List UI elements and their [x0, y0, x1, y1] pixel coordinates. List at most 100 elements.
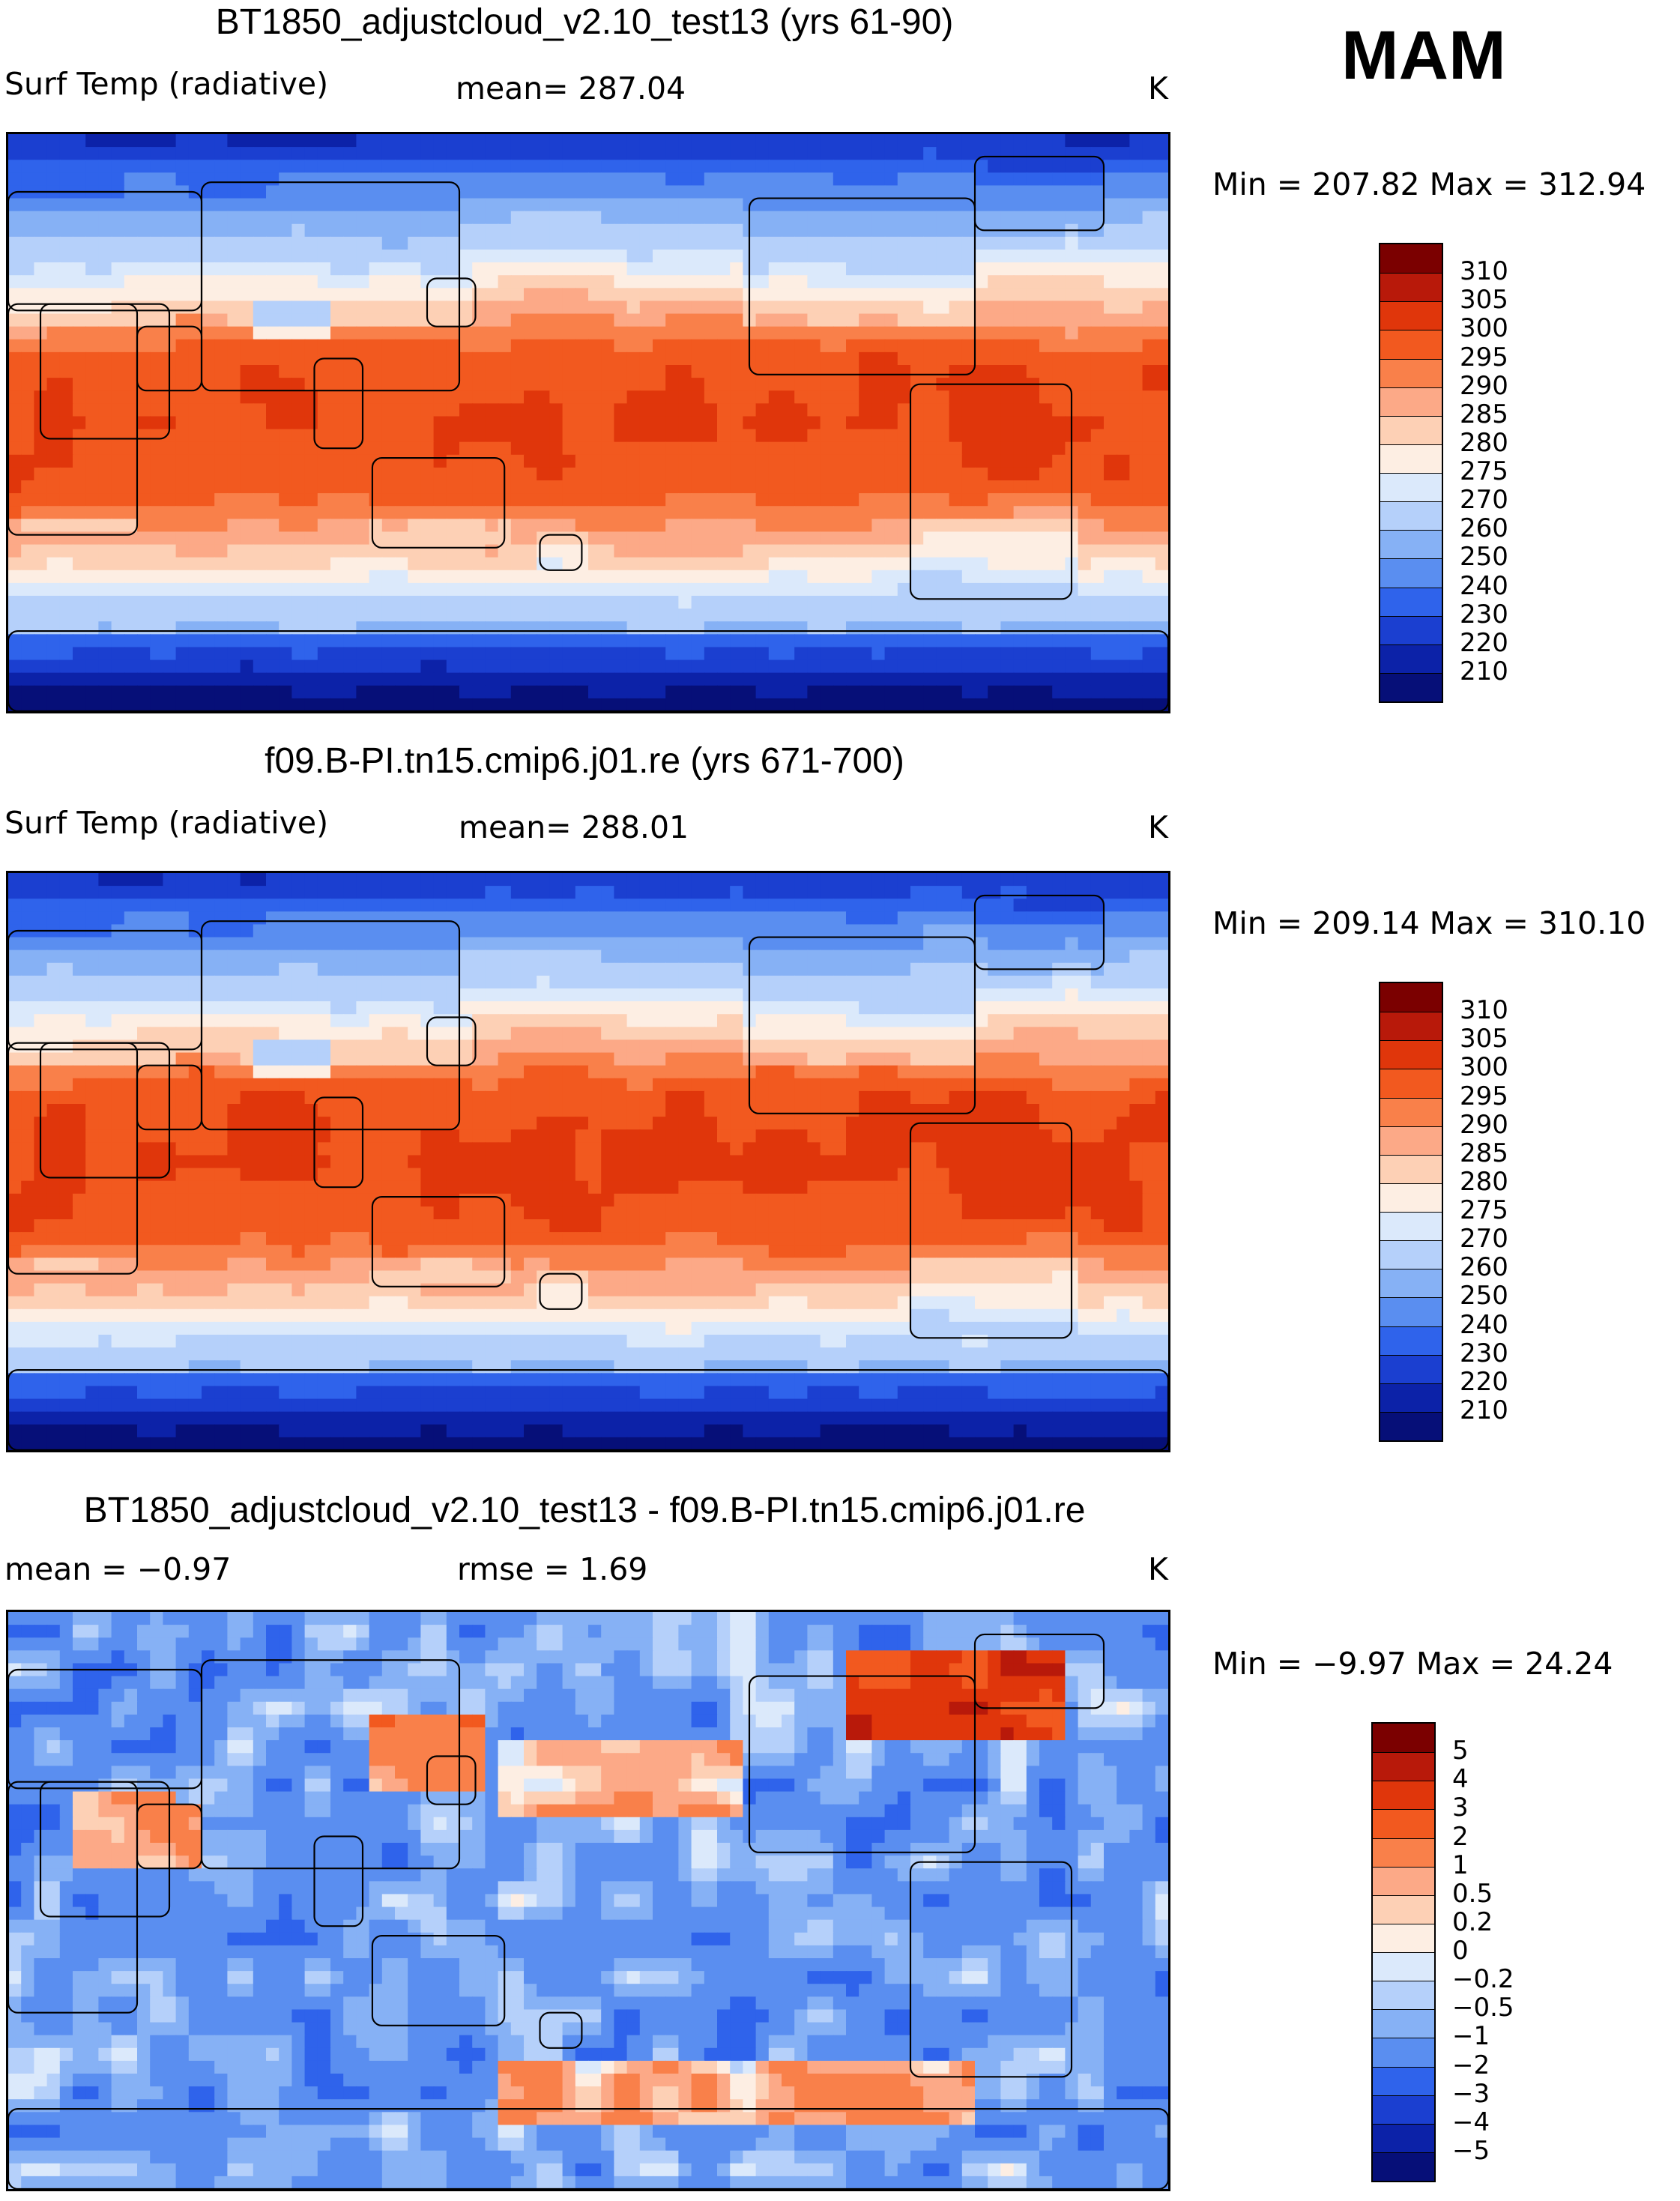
map-cell	[910, 134, 925, 148]
map-cell	[537, 454, 551, 468]
map-cell	[175, 949, 190, 964]
map-cell	[446, 250, 460, 263]
map-cell	[202, 351, 216, 366]
map-cell	[343, 429, 357, 443]
map-cell	[291, 339, 306, 353]
map-cell	[949, 609, 963, 623]
map-cell	[59, 390, 73, 405]
map-cell	[8, 339, 22, 353]
map-cell	[175, 672, 190, 686]
map-cell	[743, 185, 757, 199]
map-cell	[562, 147, 576, 161]
map-cell	[1039, 621, 1054, 635]
map-cell	[98, 288, 112, 302]
map-cell	[601, 582, 615, 597]
map-cell	[961, 975, 976, 989]
map-cell	[240, 467, 254, 481]
map-cell	[59, 211, 73, 225]
map-cell	[1026, 506, 1040, 520]
map-cell	[910, 582, 925, 597]
map-cell	[433, 326, 447, 340]
map-cell	[85, 647, 100, 661]
map-cell	[730, 975, 744, 989]
map-cell	[846, 480, 860, 494]
map-cell	[8, 949, 22, 964]
map-cell	[1013, 198, 1027, 212]
map-cell	[111, 403, 125, 417]
map-cell	[1026, 685, 1040, 699]
map-cell	[923, 480, 937, 494]
map-cell	[1039, 172, 1054, 187]
map-cell	[111, 596, 125, 609]
map-cell	[395, 160, 409, 174]
map-cell	[8, 570, 22, 584]
map-cell	[472, 467, 486, 481]
map-cell	[846, 570, 860, 584]
map-cell	[704, 454, 718, 468]
map-cell	[1129, 685, 1143, 699]
map-cell	[227, 275, 241, 289]
map-cell	[214, 621, 229, 635]
map-cell	[537, 134, 551, 148]
map-cell	[884, 301, 898, 315]
coastline	[8, 190, 203, 312]
map-cell	[871, 403, 886, 417]
map-cell	[485, 519, 499, 533]
map-cell	[214, 211, 229, 225]
map-cell	[317, 134, 331, 148]
map-cell	[871, 236, 886, 250]
map-cell	[433, 480, 447, 494]
map-cell	[549, 378, 563, 392]
map-cell	[1039, 531, 1054, 546]
map-cell	[923, 160, 937, 174]
map-cell	[614, 454, 628, 468]
map-cell	[111, 480, 125, 494]
map-cell	[472, 975, 486, 989]
map-cell	[510, 557, 525, 571]
map-cell	[910, 147, 925, 161]
map-cell	[420, 160, 435, 174]
map-cell	[369, 351, 383, 366]
map-cell	[98, 198, 112, 212]
map-cell	[794, 634, 809, 648]
map-cell	[846, 596, 860, 609]
map-cell	[85, 609, 100, 623]
map-cell	[472, 326, 486, 340]
map-cell	[833, 962, 847, 976]
map-cell	[46, 634, 61, 648]
map-cell	[433, 301, 447, 315]
map-cell	[1117, 262, 1131, 277]
map-cell	[214, 962, 229, 976]
map-cell	[910, 441, 925, 456]
map-cell	[59, 685, 73, 699]
map-cell	[910, 467, 925, 481]
map-cell	[614, 886, 628, 900]
map-cell	[626, 899, 641, 913]
map-cell	[433, 198, 447, 212]
map-cell	[691, 339, 705, 353]
map-cell	[420, 454, 435, 468]
map-cell	[1052, 198, 1066, 212]
map-cell	[188, 467, 202, 481]
map-cell	[472, 198, 486, 212]
map-cell	[188, 313, 202, 327]
map-cell	[124, 685, 138, 699]
map-cell	[1117, 557, 1131, 571]
map-cell	[975, 531, 989, 546]
map-cell	[202, 911, 216, 926]
map-cell	[1117, 211, 1131, 225]
map-cell	[897, 873, 911, 887]
map-cell	[1117, 454, 1131, 468]
map-cell	[846, 454, 860, 468]
map-cell	[1039, 365, 1054, 378]
map-cell	[936, 647, 950, 661]
map-cell	[549, 365, 563, 378]
map-cell	[1039, 582, 1054, 597]
map-cell	[498, 378, 512, 392]
map-cell	[46, 467, 61, 481]
map-cell	[59, 659, 73, 674]
map-cell	[291, 647, 306, 661]
map-cell	[227, 313, 241, 327]
map-cell	[601, 390, 615, 405]
map-cell	[304, 570, 318, 584]
